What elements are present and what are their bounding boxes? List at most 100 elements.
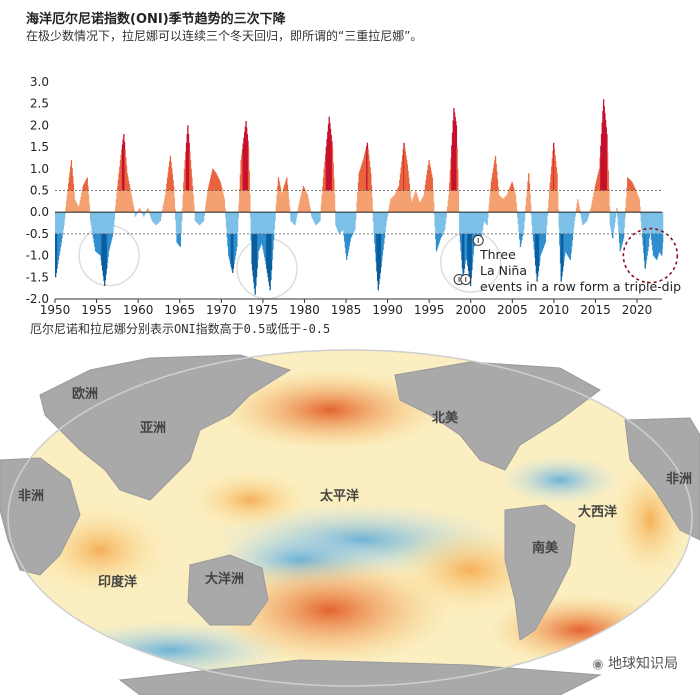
- oni-bar: [158, 212, 160, 223]
- oni-bar: [470, 212, 472, 234]
- oni-bar: [111, 233, 113, 237]
- oni-bar: [345, 212, 347, 234]
- oni-bar: [87, 190, 89, 213]
- oni-bar: [614, 212, 617, 218]
- oni-bar: [108, 233, 111, 249]
- oni-bar: [68, 183, 70, 191]
- oni-bar: [117, 186, 119, 191]
- oni-bar: [302, 190, 305, 213]
- oni-bar: [101, 233, 104, 271]
- oni-bar: [364, 154, 366, 191]
- oni-bar: [71, 167, 73, 191]
- oni-bar: [119, 166, 121, 191]
- oni-bar: [376, 233, 379, 281]
- oni-bar: [360, 190, 362, 213]
- oni-bar: [401, 155, 404, 191]
- oni-bar: [625, 197, 627, 213]
- oni-bar: [232, 233, 235, 269]
- oni-bar: [330, 134, 332, 191]
- oni-bar: [429, 190, 431, 213]
- oni-bar: [606, 190, 609, 213]
- oni-bar: [413, 194, 415, 213]
- oni-bar: [641, 212, 644, 234]
- oni-bar: [575, 207, 578, 213]
- oni-bar: [345, 233, 347, 254]
- oni-bar: [375, 233, 377, 263]
- oni-bar: [503, 197, 506, 213]
- oni-bar: [299, 200, 301, 213]
- oni-bar: [535, 212, 538, 234]
- oni-bar: [168, 190, 170, 213]
- oni-bar: [106, 233, 108, 269]
- oni-bar: [381, 233, 383, 262]
- oni-bar: [312, 212, 314, 220]
- oni-bar: [414, 192, 416, 213]
- oni-bar: [306, 193, 308, 213]
- oni-bar: [633, 186, 635, 191]
- oni-bar: [349, 233, 351, 242]
- oni-bar: [464, 212, 466, 234]
- oni-bar: [123, 134, 125, 191]
- oni-bar: [119, 190, 122, 213]
- oni-bar: [235, 233, 237, 252]
- oni-bar: [348, 233, 351, 246]
- oni-bar: [379, 212, 382, 234]
- oni-bar: [400, 190, 402, 213]
- oni-bar: [256, 233, 258, 269]
- oni-bar: [626, 190, 628, 213]
- oni-bar: [104, 212, 106, 234]
- oni-bar: [405, 155, 407, 191]
- oni-bar: [161, 212, 163, 214]
- oni-bar: [560, 233, 562, 282]
- oni-bar: [303, 187, 305, 191]
- watermark: ◉ 地球知识局: [592, 653, 678, 673]
- oni-bar: [451, 132, 454, 191]
- oni-bar: [548, 190, 551, 213]
- oni-bar: [401, 161, 403, 191]
- oni-bar: [494, 160, 496, 191]
- oni-bar: [444, 212, 447, 224]
- oni-bar: [439, 233, 442, 239]
- oni-bar: [329, 122, 331, 191]
- oni-bar: [203, 212, 206, 216]
- oni-bar: [68, 177, 71, 191]
- oni-bar: [180, 212, 182, 234]
- oni-bar: [500, 197, 503, 213]
- oni-bar: [426, 175, 428, 191]
- oni-bar: [121, 190, 123, 213]
- oni-bar: [532, 212, 534, 234]
- oni-bar: [642, 212, 644, 234]
- oni-bar: [634, 190, 636, 213]
- oni-bar: [567, 233, 569, 257]
- oni-bar: [267, 233, 269, 278]
- oni-bar: [84, 181, 86, 191]
- oni-bar: [350, 233, 353, 237]
- oni-bar: [367, 190, 369, 213]
- oni-bar: [261, 233, 264, 247]
- oni-bar: [510, 185, 512, 191]
- oni-bar: [619, 212, 621, 234]
- oni-bar: [429, 190, 431, 213]
- oni-bar: [647, 212, 649, 234]
- oni-bar: [375, 212, 377, 234]
- oni-bar: [183, 190, 186, 213]
- oni-bar: [286, 177, 288, 191]
- oni-bar: [258, 212, 260, 234]
- oni-bar: [392, 196, 395, 213]
- oni-bar: [59, 212, 62, 234]
- oni-bar: [401, 190, 404, 213]
- oni-bar: [417, 197, 419, 213]
- oni-bar: [494, 155, 497, 191]
- oni-bar: [322, 190, 324, 213]
- oni-bar: [397, 190, 400, 213]
- oni-bar: [283, 190, 285, 213]
- oni-bar: [559, 233, 561, 246]
- oni-bar: [324, 190, 326, 213]
- oni-bar: [591, 204, 593, 213]
- oni-bar: [141, 212, 144, 214]
- oni-bar: [493, 190, 495, 213]
- oni-bar: [424, 190, 427, 213]
- oni-bar: [122, 139, 124, 191]
- oni-bar: [348, 233, 350, 250]
- oni-bar: [209, 181, 211, 191]
